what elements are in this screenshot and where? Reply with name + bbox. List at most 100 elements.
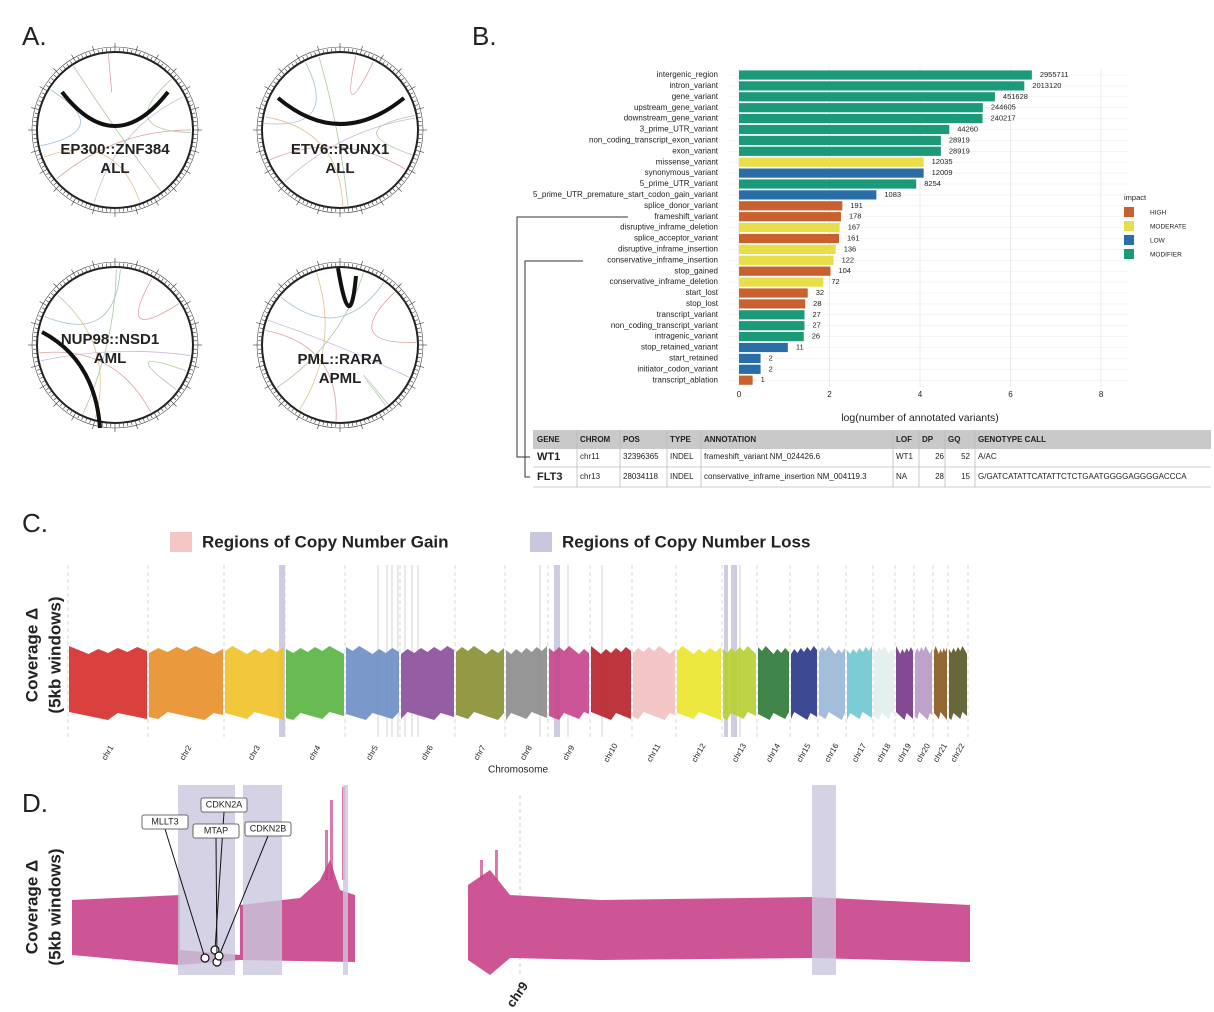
circos-tick <box>39 168 48 174</box>
chromosome-label: chr21 <box>931 741 949 763</box>
circos-tick <box>34 145 39 148</box>
table-header: GENE <box>537 435 560 444</box>
circos-link <box>265 330 337 421</box>
fusion-disease: ALL <box>100 160 129 177</box>
circos-tick <box>126 48 129 54</box>
circos-tick <box>414 319 419 322</box>
panel-label: C. <box>22 508 48 538</box>
circos-tick <box>271 85 275 88</box>
bar <box>739 157 924 167</box>
gene-label: MLLT3 <box>151 816 178 826</box>
circos-tick <box>264 96 269 99</box>
table-cell: WT1 <box>896 452 913 461</box>
circos-tick <box>295 61 298 65</box>
panel-label: B. <box>472 21 497 51</box>
connector <box>524 260 583 478</box>
circos-tick <box>30 322 40 326</box>
circos-tick <box>400 78 404 82</box>
circos-tick <box>51 293 55 297</box>
chromosome-label: chr1 <box>100 743 116 761</box>
circos-tick <box>146 416 149 421</box>
x-tick-label: 6 <box>1008 390 1013 399</box>
category-label: missense_variant <box>656 157 719 166</box>
circos-tick <box>264 311 269 314</box>
circos-tick <box>150 199 153 204</box>
category-label: start_lost <box>686 288 719 297</box>
chromosome-label: chr10 <box>602 741 620 763</box>
table-cell: chr11 <box>580 452 600 461</box>
circos-tick <box>38 100 43 103</box>
circos-tick <box>411 311 416 314</box>
circos-tick <box>261 319 266 322</box>
circos-tick <box>375 56 378 61</box>
circos-tick <box>53 74 58 79</box>
gene-box <box>192 823 240 839</box>
circos-tick <box>191 360 196 363</box>
circos-tick <box>402 81 407 85</box>
chromosome-label: chr8 <box>518 743 534 761</box>
category-label: 5_prime_UTR_variant <box>640 179 719 188</box>
circos-tick <box>191 141 197 144</box>
value-label: 11 <box>796 342 804 351</box>
circos-tick <box>385 63 389 68</box>
circos-tick <box>411 96 416 99</box>
y-axis-title: (5kb windows) <box>45 596 64 713</box>
circos-tick <box>166 402 171 407</box>
circos-tick <box>71 197 77 206</box>
circos-tick <box>177 390 182 394</box>
circos-tick <box>400 393 404 397</box>
chromosome-label: chr22 <box>949 741 967 763</box>
legend-swatch <box>1124 249 1134 259</box>
circos-tick <box>150 414 153 419</box>
table-header: LOF <box>896 435 912 444</box>
bar <box>739 288 808 298</box>
circos-tick <box>92 260 96 270</box>
circos-tick <box>367 202 370 207</box>
circos-link <box>137 278 179 320</box>
chromosome-label: chr20 <box>914 741 932 763</box>
category-label: transcript_ablation <box>653 375 718 384</box>
circos-link <box>280 282 384 319</box>
circos-tick <box>411 161 416 164</box>
chromosome-label: chr19 <box>895 741 913 763</box>
category-label: exon_variant <box>672 146 719 155</box>
circos-tick <box>48 390 53 394</box>
circos-tick <box>363 204 366 209</box>
coverage-cloud <box>847 646 872 720</box>
table-cell: FLT3 <box>537 471 562 483</box>
circos-tick <box>394 68 402 76</box>
circos-tick <box>187 157 192 160</box>
value-label: 32 <box>816 288 824 297</box>
circos-tick <box>130 264 133 269</box>
circos-tick <box>278 181 283 186</box>
circos-tick <box>259 360 264 363</box>
category-label: 3_prime_UTR_variant <box>640 125 719 134</box>
value-label: 122 <box>842 255 855 264</box>
circos-tick <box>53 289 58 294</box>
chromosome-label: chr7 <box>472 743 488 761</box>
circos-link <box>363 374 389 406</box>
circos-tick <box>397 181 402 186</box>
legend-label: LOW <box>1150 238 1166 245</box>
circos-tick <box>259 327 264 330</box>
circos-tick <box>39 311 44 314</box>
circos-tick <box>359 260 363 270</box>
chromosome-label: chr5 <box>364 743 380 761</box>
value-label: 28 <box>813 299 821 308</box>
circos-tick <box>263 315 268 318</box>
circos-tick <box>278 184 286 192</box>
circos-tick <box>382 410 385 414</box>
circos-tick <box>180 85 184 88</box>
circos-tick <box>153 197 159 206</box>
chromosome-label: chr14 <box>764 741 782 763</box>
circos-tick <box>314 419 317 424</box>
circos-tick <box>70 410 73 414</box>
circos-tick <box>101 48 104 54</box>
bar <box>739 266 831 276</box>
category-label: downstream_gene_variant <box>624 114 719 123</box>
circos-tick <box>177 81 182 85</box>
circos-tick <box>351 263 354 269</box>
value-label: 178 <box>849 212 862 221</box>
circos-tick <box>157 276 160 280</box>
circos-tick <box>186 376 191 379</box>
